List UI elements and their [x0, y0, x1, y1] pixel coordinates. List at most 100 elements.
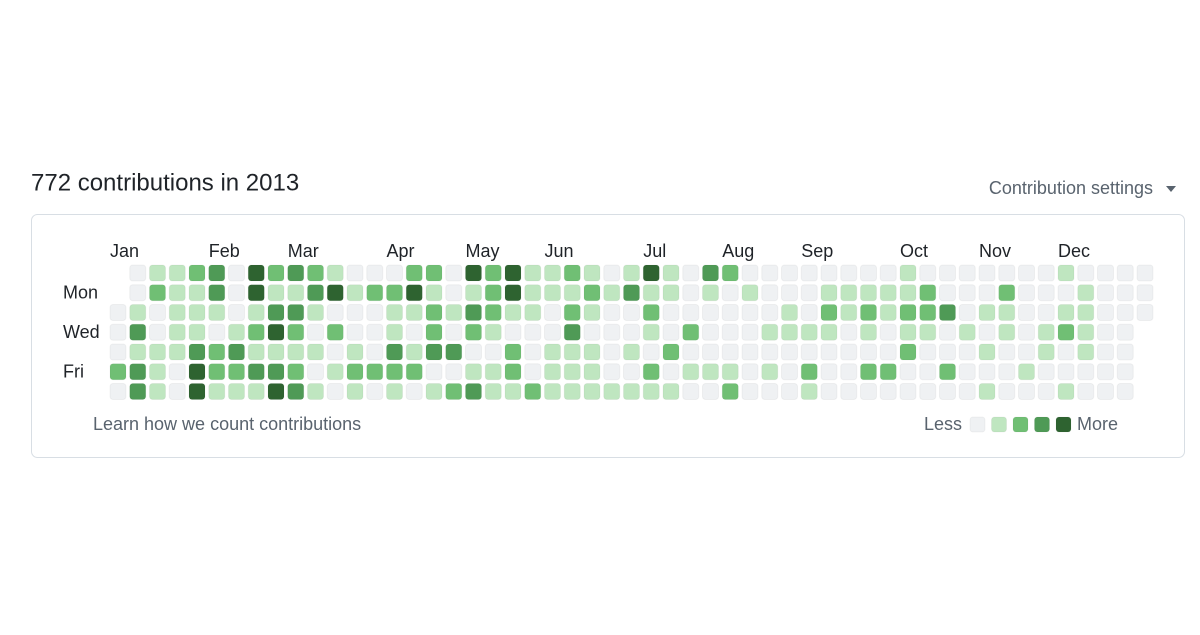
day-cell	[405, 264, 423, 282]
day-cell	[129, 264, 147, 282]
day-cell	[247, 343, 265, 361]
day-cell	[267, 284, 285, 302]
day-cell	[860, 363, 877, 381]
day-cell	[781, 323, 798, 341]
day-cell	[702, 304, 719, 321]
day-cell	[1097, 323, 1114, 341]
day-cell	[800, 264, 818, 282]
day-cell	[1037, 323, 1055, 341]
day-cell	[1097, 284, 1114, 302]
day-cell	[820, 363, 838, 381]
day-cell	[484, 264, 502, 282]
day-cell	[386, 323, 403, 341]
day-cell	[840, 304, 858, 321]
day-cell	[702, 264, 719, 282]
day-cell	[267, 264, 285, 282]
day-cell	[149, 304, 166, 321]
day-cell	[425, 383, 443, 400]
day-cell	[1037, 343, 1055, 361]
day-cell	[721, 304, 739, 321]
day-cell	[247, 323, 265, 341]
day-cell	[879, 383, 897, 400]
day-cell	[149, 343, 166, 361]
day-cell	[1136, 264, 1154, 282]
day-cell	[445, 304, 463, 321]
day-cell	[998, 284, 1016, 302]
day-cell	[465, 264, 482, 282]
day-cell	[1018, 304, 1035, 321]
day-cell	[781, 284, 798, 302]
day-cell	[307, 264, 324, 282]
day-cell	[919, 284, 937, 302]
day-cell	[899, 284, 917, 302]
day-cell	[1057, 343, 1075, 361]
day-cell	[1018, 363, 1035, 381]
day-cell	[1018, 264, 1035, 282]
day-cell	[307, 363, 324, 381]
settings-dropdown[interactable]: Contribution settings	[989, 178, 1153, 198]
day-cell	[346, 343, 364, 361]
day-cell	[682, 363, 700, 381]
day-cell	[939, 363, 956, 381]
day-cell	[642, 323, 660, 341]
day-cell	[109, 343, 127, 361]
day-cell	[603, 363, 621, 381]
day-cell	[504, 304, 522, 321]
day-cell	[702, 284, 719, 302]
day-cell	[583, 304, 601, 321]
day-cell	[445, 264, 463, 282]
day-cell	[504, 363, 522, 381]
day-cell	[149, 363, 166, 381]
day-cell	[840, 264, 858, 282]
day-cell	[1018, 343, 1035, 361]
day-cell	[326, 284, 344, 302]
day-cell	[563, 343, 581, 361]
day-cell	[781, 304, 798, 321]
day-cell	[662, 304, 680, 321]
day-cell	[1097, 343, 1114, 361]
day-cell	[346, 284, 364, 302]
day-cell	[840, 343, 858, 361]
day-cell	[998, 383, 1016, 400]
day-cell	[366, 304, 384, 321]
day-cell	[524, 264, 542, 282]
day-cell	[840, 323, 858, 341]
day-cell	[939, 304, 956, 321]
day-cell	[405, 363, 423, 381]
day-cell	[978, 304, 996, 321]
day-cell	[800, 363, 818, 381]
day-cell	[1057, 264, 1075, 282]
day-cell	[1057, 284, 1075, 302]
day-cell	[781, 264, 798, 282]
learn-link[interactable]: Learn how we count contributions	[93, 414, 361, 434]
day-cell	[860, 383, 877, 400]
day-cell	[682, 304, 700, 321]
day-cell	[800, 284, 818, 302]
day-cell	[1077, 264, 1095, 282]
dropdown-caret[interactable]	[1166, 186, 1176, 192]
day-cell	[919, 383, 937, 400]
day-cell	[820, 264, 838, 282]
day-cell	[326, 304, 344, 321]
day-cell	[998, 304, 1016, 321]
day-cell	[1116, 343, 1134, 361]
day-cell	[405, 284, 423, 302]
day-cell	[1116, 264, 1134, 282]
day-cell	[1116, 383, 1134, 400]
day-cell	[386, 304, 403, 321]
day-cell	[879, 284, 897, 302]
day-cell	[208, 343, 226, 361]
legend-cell	[1055, 416, 1072, 433]
day-cell	[899, 323, 917, 341]
day-cell	[1116, 284, 1134, 302]
day-cell	[188, 284, 206, 302]
day-cell	[563, 383, 581, 400]
day-cell	[860, 264, 877, 282]
day-cell	[563, 363, 581, 381]
day-cell	[899, 304, 917, 321]
month-label: Feb	[209, 241, 240, 261]
day-cell	[721, 323, 739, 341]
day-cell	[800, 323, 818, 341]
day-cell	[287, 304, 305, 321]
